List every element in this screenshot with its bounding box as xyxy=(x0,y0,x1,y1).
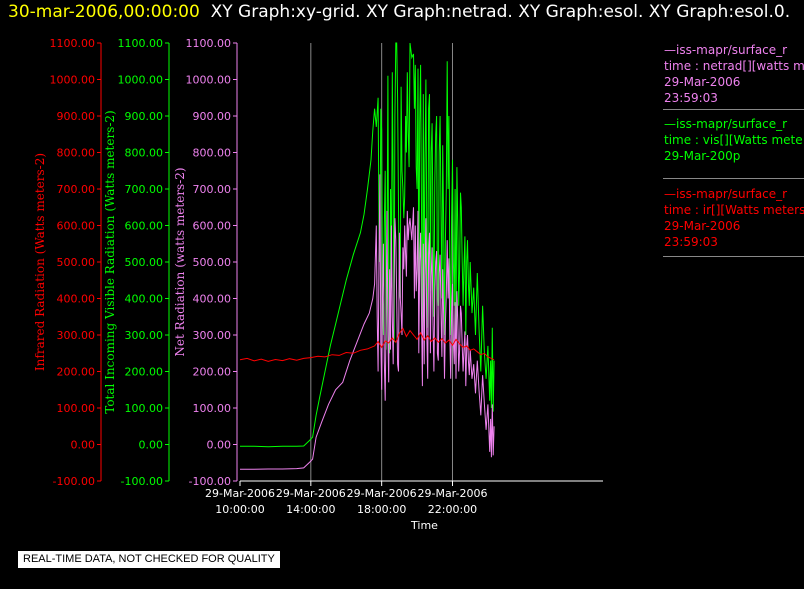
legend-vis-variable: time : vis[][Watts mete xyxy=(664,133,803,147)
y-tick-label-netrad: 1000.00 xyxy=(186,74,232,87)
x-tick-date-label: 29-Mar-2006 xyxy=(276,487,346,500)
x-tick-date-label: 29-Mar-2006 xyxy=(417,487,487,500)
legend-ir-time: 23:59:03 xyxy=(664,235,718,249)
y-tick-label-ir: 500.00 xyxy=(57,256,96,269)
y-axis-title-vis: Total Incoming Visible Radiation (Watts … xyxy=(103,110,117,414)
y-tick-label-ir: 200.00 xyxy=(57,366,96,379)
x-tick-date-label: 29-Mar-2006 xyxy=(347,487,417,500)
legend-netrad-time: 23:59:03 xyxy=(664,91,718,105)
x-tick-time-label: 18:00:00 xyxy=(357,503,406,516)
legend-netrad-source: —iss-mapr/surface_r xyxy=(664,43,788,57)
axes-layer: 1100.00 1000.00 900.00 800.00 700.00 600.00 50… xyxy=(33,37,238,488)
series-line-netrad xyxy=(240,174,495,470)
legend-ir: —iss-mapr/surface_r time : ir[][Watts me… xyxy=(664,186,804,250)
series-layer xyxy=(239,42,495,470)
y-axis-ir: 1100.00 1000.00 900.00 800.00 700.00 600.00 50… xyxy=(33,37,102,488)
y-tick-label-vis: 500.00 xyxy=(125,256,164,269)
y-tick-label-netrad: -100.00 xyxy=(189,475,231,488)
y-tick-label-netrad: 900.00 xyxy=(193,110,232,123)
y-tick-label-netrad: 700.00 xyxy=(193,183,232,196)
y-axis-title-netrad: Net Radiation (watts meters-2) xyxy=(173,167,187,356)
y-tick-label-vis: 0.00 xyxy=(139,439,164,452)
x-tick-date-label: 29-Mar-2006 xyxy=(205,487,275,500)
x-axis-title: Time xyxy=(410,519,438,532)
x-tick-time-label: 14:00:00 xyxy=(286,503,335,516)
y-tick-label-vis: 200.00 xyxy=(125,366,164,379)
y-tick-label-netrad: 200.00 xyxy=(193,366,232,379)
y-tick-label-netrad: 300.00 xyxy=(193,329,232,342)
x-tick-time-label: 22:00:00 xyxy=(428,503,477,516)
legend-vis-source: —iss-mapr/surface_r xyxy=(664,117,788,131)
series-line-vis xyxy=(240,42,495,448)
y-tick-label-vis: 900.00 xyxy=(125,110,164,123)
legend-divider xyxy=(663,178,804,179)
y-tick-label-ir: 1000.00 xyxy=(50,74,96,87)
legend-netrad-date: 29-Mar-2006 xyxy=(664,75,741,89)
y-tick-label-vis: 600.00 xyxy=(125,220,164,233)
y-tick-label-netrad: 400.00 xyxy=(193,293,232,306)
legend-netrad: —iss-mapr/surface_r time : netrad[][watt… xyxy=(664,42,804,106)
y-tick-label-vis: -100.00 xyxy=(121,475,163,488)
y-tick-label-vis: 1100.00 xyxy=(118,37,164,50)
y-tick-label-ir: 800.00 xyxy=(57,147,96,160)
x-axis-layer: 29-Mar-2006 10:00:00 29-Mar-2006 14:00:00 29… xyxy=(205,480,603,532)
graph-list: XY Graph:xy-grid. XY Graph:netrad. XY Gr… xyxy=(210,2,791,22)
legend-netrad-variable: time : netrad[][watts m xyxy=(664,59,804,73)
y-tick-label-ir: -100.00 xyxy=(53,475,95,488)
y-tick-label-netrad: 500.00 xyxy=(193,256,232,269)
y-tick-label-ir: 100.00 xyxy=(57,402,96,415)
y-tick-label-vis: 700.00 xyxy=(125,183,164,196)
y-tick-label-netrad: 1100.00 xyxy=(186,37,232,50)
y-axis-title-ir: Infrared Radiation (Watts meters-2) xyxy=(33,153,47,371)
quality-note: REAL-TIME DATA, NOT CHECKED FOR QUALITY xyxy=(18,551,280,568)
y-tick-label-netrad: 0.00 xyxy=(207,439,232,452)
legend-ir-date: 29-Mar-2006 xyxy=(664,219,741,233)
y-tick-label-vis: 400.00 xyxy=(125,293,164,306)
y-tick-label-netrad: 600.00 xyxy=(193,220,232,233)
title-bar: 30-mar-2006,00:00:00 XY Graph:xy-grid. X… xyxy=(8,2,790,22)
y-tick-label-netrad: 800.00 xyxy=(193,147,232,160)
y-tick-label-vis: 300.00 xyxy=(125,329,164,342)
y-tick-label-netrad: 100.00 xyxy=(193,402,232,415)
grid-layer xyxy=(310,43,453,481)
x-tick-time-label: 10:00:00 xyxy=(215,503,264,516)
y-tick-label-ir: 300.00 xyxy=(57,329,96,342)
y-tick-label-vis: 800.00 xyxy=(125,147,164,160)
y-tick-label-ir: 700.00 xyxy=(57,183,96,196)
y-axis-vis: 1100.00 1000.00 900.00 800.00 700.00 600.00 50… xyxy=(103,37,170,488)
legend-divider xyxy=(663,256,804,257)
legend-ir-variable: time : ir[][Watts meters xyxy=(664,203,804,217)
y-tick-label-ir: 900.00 xyxy=(57,110,96,123)
y-tick-label-ir: 400.00 xyxy=(57,293,96,306)
y-tick-label-vis: 100.00 xyxy=(125,402,164,415)
legend-vis: —iss-mapr/surface_r time : vis[][Watts m… xyxy=(664,116,804,164)
legend-divider xyxy=(663,109,804,110)
y-tick-label-ir: 0.00 xyxy=(71,439,96,452)
y-tick-label-ir: 1100.00 xyxy=(50,37,96,50)
legend-vis-date: 29-Mar-200p xyxy=(664,149,741,163)
timestamp: 30-mar-2006,00:00:00 xyxy=(8,2,200,22)
series-line-ir xyxy=(239,327,495,362)
y-tick-label-ir: 600.00 xyxy=(57,220,96,233)
legend-ir-source: —iss-mapr/surface_r xyxy=(664,187,788,201)
y-tick-label-vis: 1000.00 xyxy=(118,74,164,87)
y-axis-netrad: 1100.00 1000.00 900.00 800.00 700.00 600.00 50… xyxy=(173,37,238,488)
